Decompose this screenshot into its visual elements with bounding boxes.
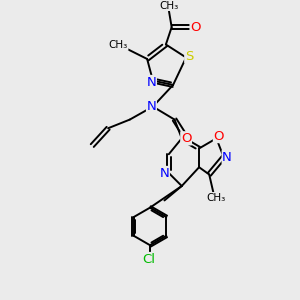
- Text: CH₃: CH₃: [109, 40, 128, 50]
- Text: O: O: [214, 130, 224, 142]
- Text: O: O: [181, 132, 191, 145]
- Text: CH₃: CH₃: [207, 193, 226, 202]
- Text: N: N: [147, 76, 156, 88]
- Text: Cl: Cl: [142, 253, 155, 266]
- Text: O: O: [190, 21, 201, 34]
- Text: N: N: [160, 167, 169, 179]
- Text: N: N: [147, 100, 156, 113]
- Text: CH₃: CH₃: [159, 1, 178, 10]
- Text: S: S: [185, 50, 193, 63]
- Text: N: N: [222, 151, 232, 164]
